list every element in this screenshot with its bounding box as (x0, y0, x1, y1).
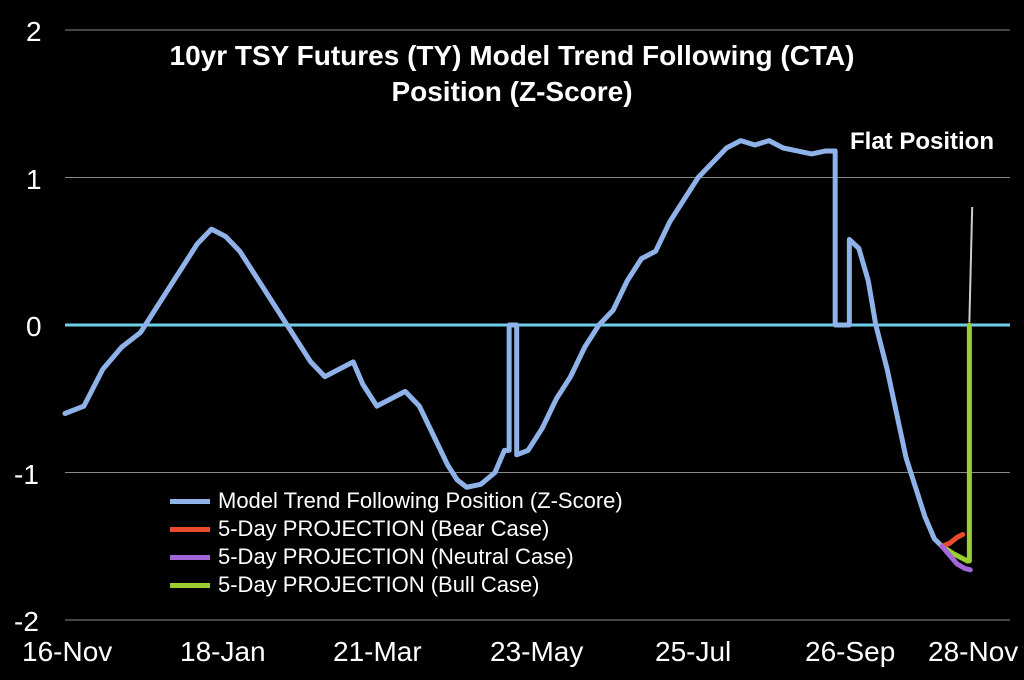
plot-svg (0, 0, 1024, 680)
chart-container: 10yr TSY Futures (TY) Model Trend Follow… (0, 0, 1024, 680)
